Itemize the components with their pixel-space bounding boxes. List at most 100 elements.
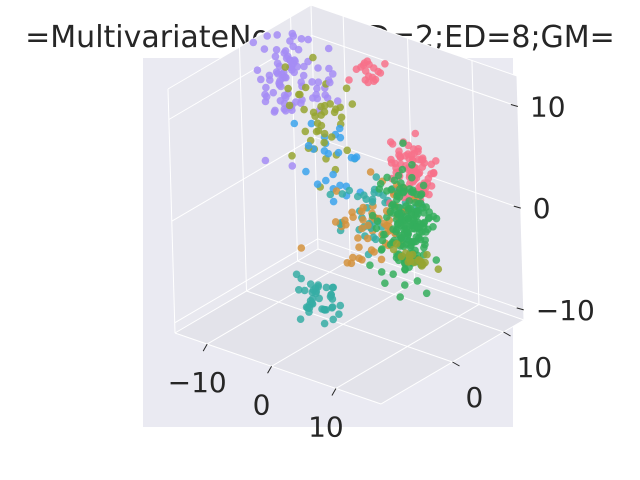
data-point <box>376 69 385 77</box>
data-point <box>389 245 398 254</box>
data-point <box>328 295 337 303</box>
data-point <box>322 283 331 292</box>
data-point <box>420 159 429 167</box>
data-point <box>368 195 377 204</box>
y-tick-label: 10 <box>517 351 553 384</box>
x-tick-label: 0 <box>253 388 271 421</box>
data-point <box>432 214 441 223</box>
pane-edge <box>310 4 319 250</box>
data-point <box>328 304 336 312</box>
data-point <box>422 289 431 298</box>
data-point <box>274 69 282 78</box>
data-point <box>313 180 322 188</box>
data-point <box>364 221 372 230</box>
data-point <box>272 46 281 54</box>
pane-edge <box>167 88 176 334</box>
data-point <box>324 44 333 53</box>
data-point <box>377 255 386 264</box>
data-point <box>332 187 341 195</box>
data-point <box>300 286 309 295</box>
data-point <box>253 66 262 74</box>
data-point <box>336 301 345 310</box>
data-point <box>280 105 289 113</box>
data-point <box>400 187 408 196</box>
data-point <box>416 191 425 200</box>
data-point <box>353 192 362 201</box>
data-point <box>271 52 280 61</box>
data-point <box>348 100 357 108</box>
data-point <box>306 280 315 288</box>
data-point <box>378 236 387 245</box>
tick-mark <box>503 331 511 337</box>
z-tick-label: 10 <box>530 91 566 124</box>
data-point <box>401 266 409 274</box>
data-point <box>297 35 306 43</box>
z-tick-label: 0 <box>533 192 551 225</box>
data-point <box>304 304 312 312</box>
data-point <box>301 127 310 136</box>
data-point <box>299 71 308 80</box>
data-point <box>314 64 322 72</box>
tick-mark <box>331 388 337 396</box>
data-point <box>263 32 272 40</box>
data-point <box>314 78 323 86</box>
data-point <box>403 232 412 240</box>
pane-edge <box>516 75 525 321</box>
tick-mark <box>510 104 519 107</box>
data-point <box>395 151 403 159</box>
data-point <box>289 59 298 68</box>
data-point <box>266 76 274 84</box>
data-point <box>342 220 350 229</box>
gridline-y-floor <box>246 290 453 363</box>
axis-panes <box>168 5 524 404</box>
data-point <box>366 261 374 270</box>
data-point <box>359 61 368 69</box>
data-point <box>270 108 279 116</box>
data-point <box>418 262 426 270</box>
data-point <box>320 129 329 138</box>
data-point <box>411 129 420 138</box>
data-point <box>386 138 395 146</box>
data-point <box>335 124 344 133</box>
data-point <box>412 223 421 231</box>
data-point <box>404 258 413 266</box>
data-point <box>313 84 321 93</box>
data-point <box>345 76 353 84</box>
data-point <box>302 167 310 176</box>
data-point <box>412 237 420 246</box>
data-point <box>432 256 441 264</box>
data-point <box>342 84 351 93</box>
data-point <box>381 60 389 68</box>
data-point <box>383 213 391 221</box>
data-point <box>343 146 352 155</box>
data-point <box>333 97 342 105</box>
data-point <box>388 201 396 210</box>
data-point <box>269 88 278 97</box>
data-point <box>394 171 403 180</box>
data-point <box>381 279 389 288</box>
data-point <box>262 83 270 92</box>
data-point <box>427 170 435 178</box>
data-point <box>288 162 297 170</box>
data-point <box>312 289 320 298</box>
data-point <box>383 173 391 182</box>
data-point <box>338 190 347 198</box>
data-point <box>307 119 316 128</box>
data-point <box>328 283 337 292</box>
data-point <box>349 253 357 262</box>
data-point <box>360 191 368 199</box>
data-point <box>317 111 326 119</box>
data-point <box>296 90 304 99</box>
data-point <box>290 119 299 128</box>
data-point <box>397 179 405 187</box>
data-point <box>372 173 381 181</box>
gridline-x-back <box>342 16 351 261</box>
data-point <box>396 231 404 240</box>
data-point <box>308 78 316 86</box>
tick-mark <box>202 343 208 352</box>
data-point <box>296 315 305 324</box>
data-point <box>329 197 338 206</box>
data-point <box>393 195 401 204</box>
pane-edge <box>167 4 312 90</box>
